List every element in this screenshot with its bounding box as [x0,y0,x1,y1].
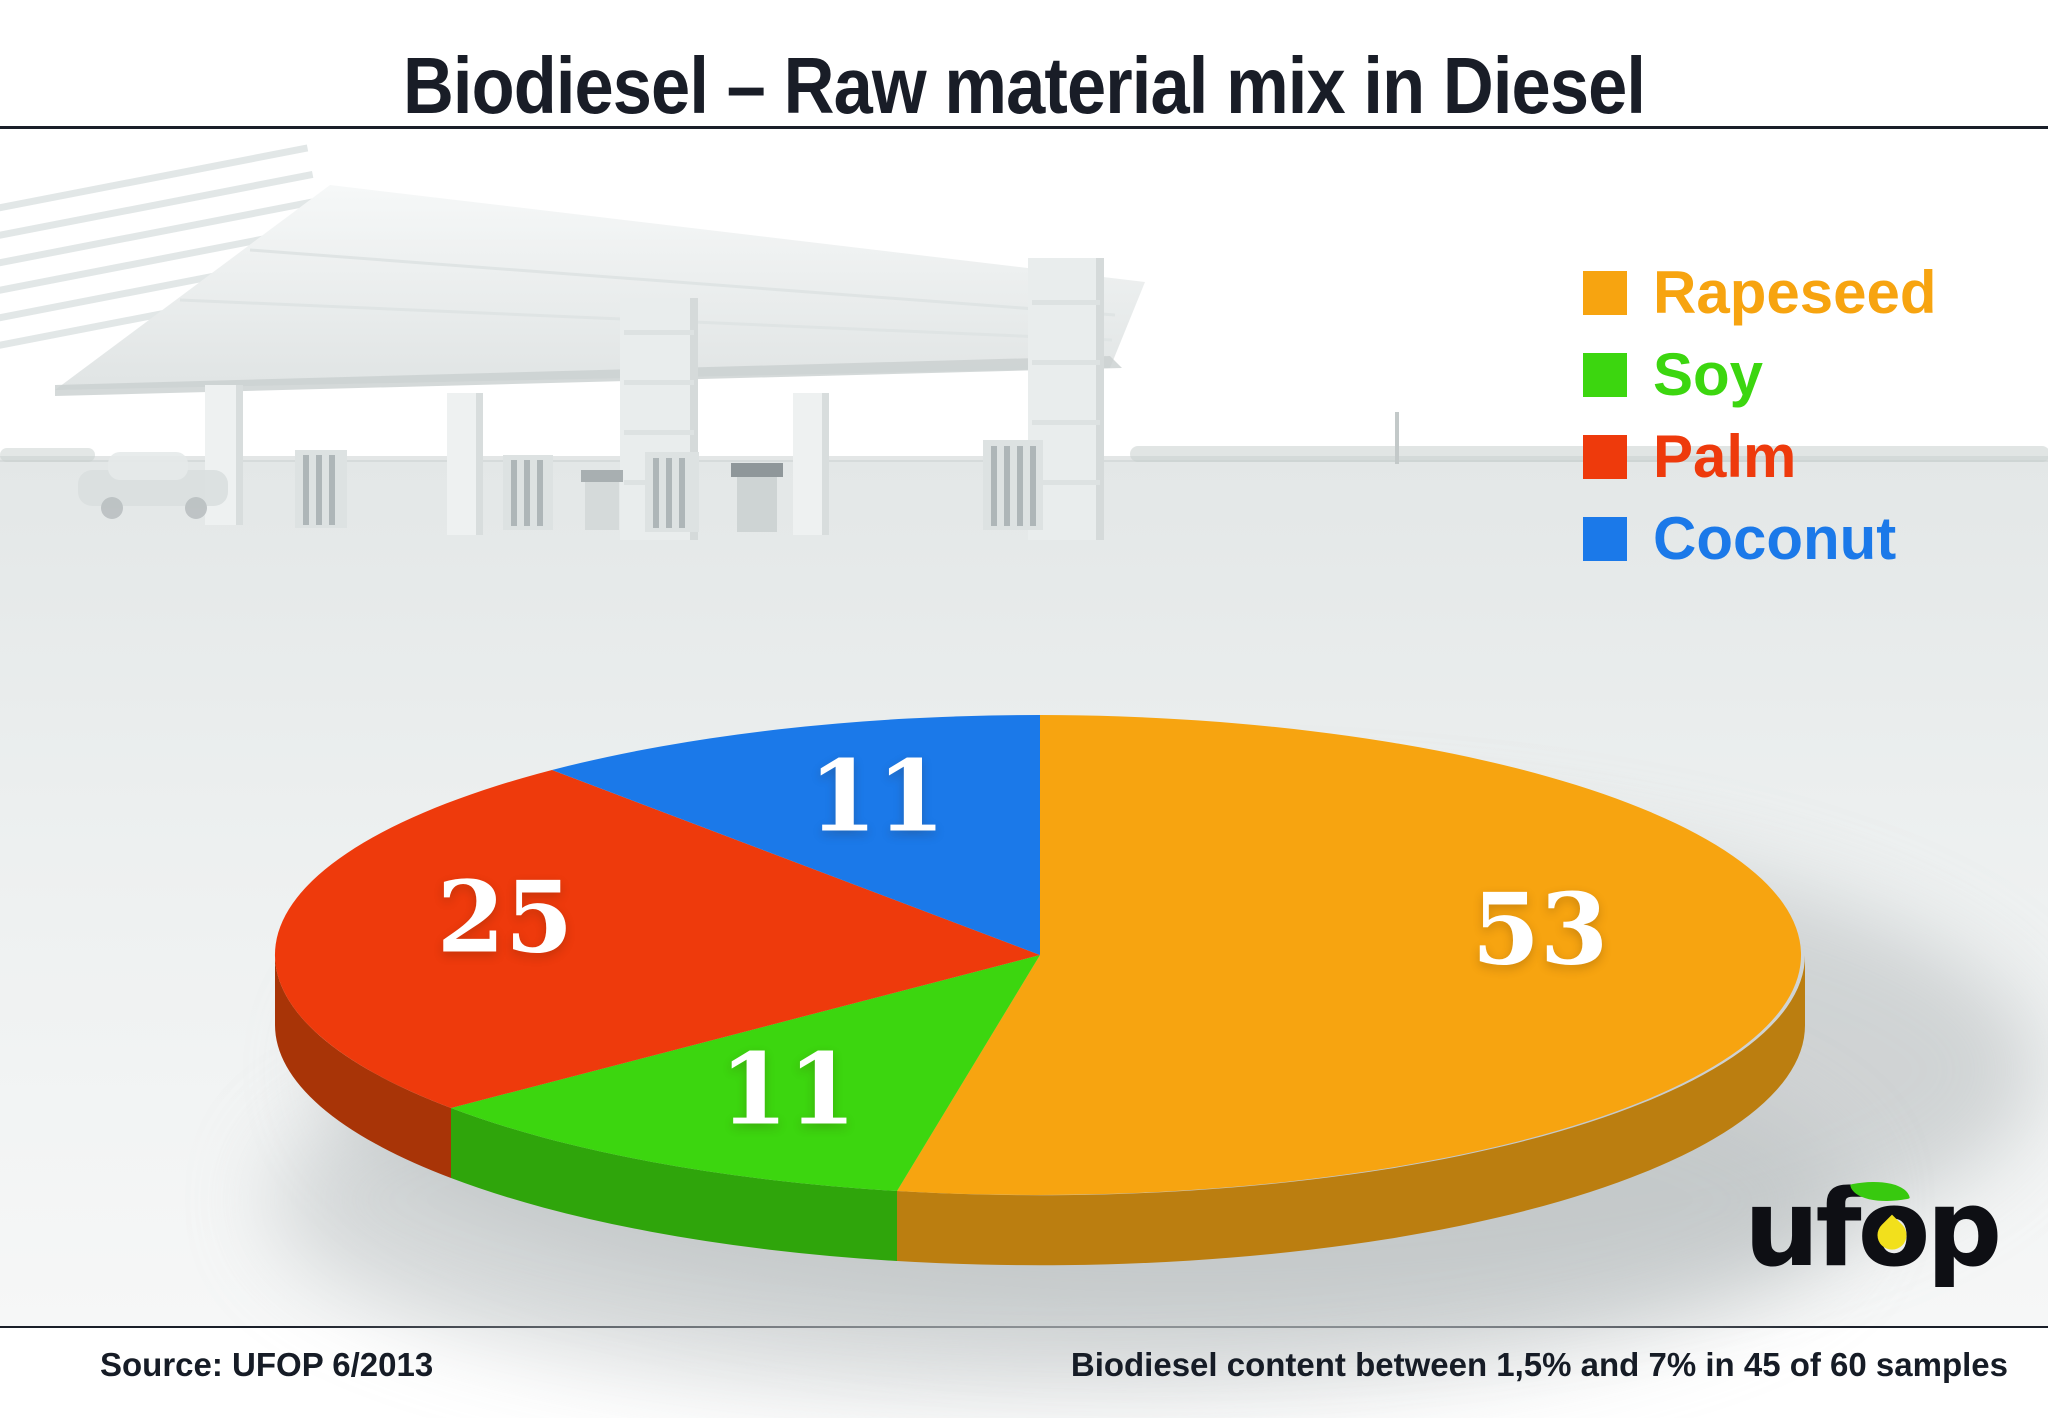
legend-swatch-palm [1583,435,1627,479]
pie-side-palm [275,955,451,1178]
legend-swatch-rapeseed [1583,271,1627,315]
trash-bins [581,463,783,532]
legend-label-coconut: Coconut [1653,505,1897,572]
legend-item-coconut: Coconut [1583,505,1936,572]
pie-side-soy [451,1108,897,1261]
legend-item-soy: Soy [1583,341,1936,408]
ufop-logo: ufop [1744,1167,2002,1290]
pie-slice-rapeseed [897,715,1802,1195]
source-note: Source: UFOP 6/2013 [100,1346,434,1383]
treeline-left [0,448,95,462]
logo-text-o: o [1849,1173,1930,1282]
legend-label-soy: Soy [1653,341,1764,408]
roof-stripes [0,144,334,353]
pie-top-faces [274,714,1802,1195]
legend-swatch-soy [1583,353,1627,397]
pie-value-soy: 11 [719,1032,857,1148]
pie-sides [275,955,1806,1266]
legend-swatch-coconut [1583,517,1627,561]
pie-value-rapeseed: 53 [1471,872,1609,988]
page-title: Biodiesel – Raw material mix in Diesel [402,41,1646,130]
pie-slice-palm [274,770,1041,1108]
legend-item-palm: Palm [1583,423,1936,490]
legend-item-rapeseed: Rapeseed [1583,259,1937,326]
legend-label-palm: Palm [1653,423,1797,490]
legend-label-rapeseed: Rapeseed [1653,259,1937,326]
sample-note: Biodiesel content between 1,5% and 7% in… [1070,1346,2008,1383]
title-divider [0,126,2048,129]
car [78,452,228,519]
pie-slice-coconut [552,714,1040,955]
fuel-pumps [295,440,1043,532]
legend: Rapeseed Soy Palm Coconut [1583,259,1937,599]
canopy [55,185,1145,396]
pie-side-rapeseed [897,955,1806,1266]
pie-value-palm: 25 [436,860,574,976]
logo-text-uf: uf [1744,1167,1862,1290]
logo-text-p: p [1926,1167,2002,1290]
pie-slice-soy [451,955,1040,1191]
pie-value-coconut: 11 [808,739,946,855]
